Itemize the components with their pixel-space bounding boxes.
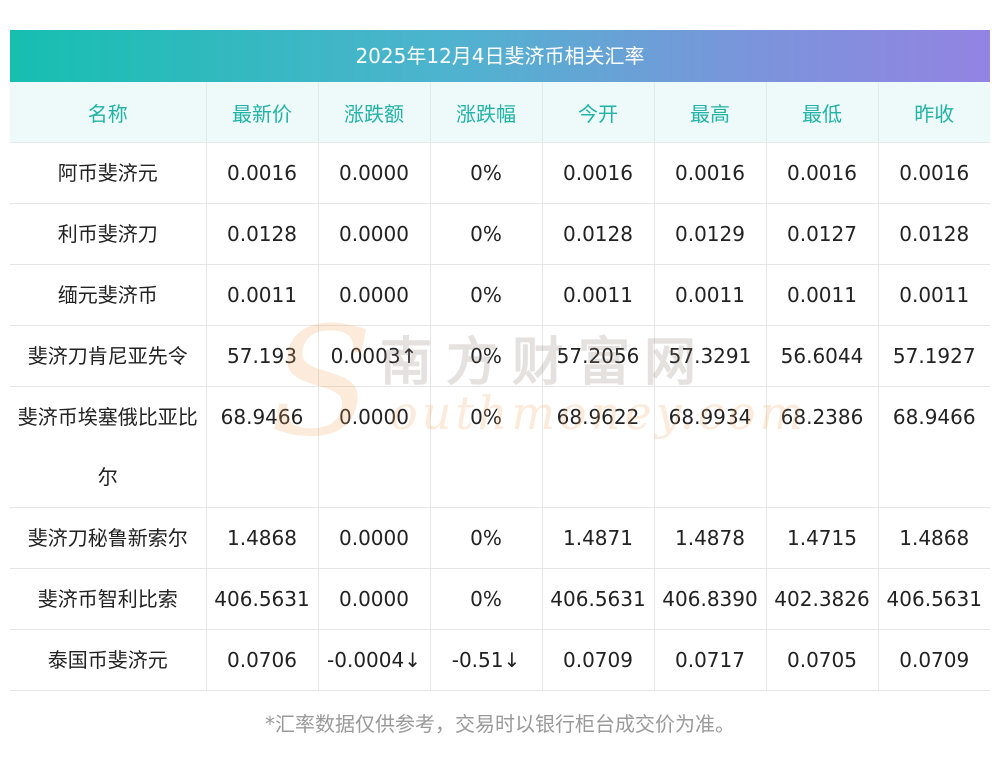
cell-change: 0.0000: [318, 203, 431, 265]
cell-open: 0.0016: [542, 142, 655, 204]
cell-high: 0.0011: [654, 264, 767, 326]
column-header-latest: 最新价: [206, 82, 319, 143]
cell-open: 406.5631: [542, 568, 655, 630]
cell-open: 1.4871: [542, 507, 655, 569]
cell-change-pct: 0%: [430, 264, 543, 326]
cell-open: 68.9622: [542, 386, 655, 508]
table-row: 斐济刀秘鲁新索尔 1.4868 0.0000 0% 1.4871 1.4878 …: [10, 507, 990, 569]
cell-change: 0.0000: [318, 386, 431, 508]
column-header-prev-close: 昨收: [878, 82, 990, 143]
column-header-low: 最低: [766, 82, 879, 143]
column-header-change: 涨跌额: [318, 82, 431, 143]
cell-high: 57.3291: [654, 325, 767, 387]
table-row: 缅元斐济币 0.0011 0.0000 0% 0.0011 0.0011 0.0…: [10, 264, 990, 326]
cell-low: 0.0705: [766, 629, 879, 691]
table-row: 斐济币智利比索 406.5631 0.0000 0% 406.5631 406.…: [10, 568, 990, 630]
cell-change: 0.0000: [318, 568, 431, 630]
cell-change: 0.0003↑: [318, 325, 431, 387]
table-row: 利币斐济刀 0.0128 0.0000 0% 0.0128 0.0129 0.0…: [10, 203, 990, 265]
cell-change: 0.0000: [318, 142, 431, 204]
cell-prev-close: 1.4868: [878, 507, 990, 569]
table-title: 2025年12月4日斐济币相关汇率: [10, 30, 990, 82]
cell-prev-close: 68.9466: [878, 386, 990, 508]
cell-prev-close: 0.0128: [878, 203, 990, 265]
cell-change-pct: 0%: [430, 142, 543, 204]
table-header-row: 名称 最新价 涨跌额 涨跌幅 今开 最高 最低 昨收: [10, 82, 990, 143]
cell-change: 0.0000: [318, 264, 431, 326]
cell-open: 0.0011: [542, 264, 655, 326]
cell-open: 57.2056: [542, 325, 655, 387]
table-row: 斐济刀肯尼亚先令 57.193 0.0003↑ 0% 57.2056 57.32…: [10, 325, 990, 387]
cell-open: 0.0128: [542, 203, 655, 265]
cell-change-pct: 0%: [430, 507, 543, 569]
column-header-open: 今开: [542, 82, 655, 143]
cell-latest: 1.4868: [206, 507, 319, 569]
cell-latest: 0.0128: [206, 203, 319, 265]
exchange-rate-table: 名称 最新价 涨跌额 涨跌幅 今开 最高 最低 昨收 阿币斐济元 0.0016 …: [10, 82, 990, 691]
cell-change: -0.0004↓: [318, 629, 431, 691]
cell-high: 68.9934: [654, 386, 767, 508]
cell-latest: 406.5631: [206, 568, 319, 630]
cell-name: 斐济刀肯尼亚先令: [10, 325, 207, 387]
cell-high: 0.0016: [654, 142, 767, 204]
cell-prev-close: 0.0011: [878, 264, 990, 326]
cell-change-pct: 0%: [430, 568, 543, 630]
cell-low: 56.6044: [766, 325, 879, 387]
cell-low: 402.3826: [766, 568, 879, 630]
cell-name: 利币斐济刀: [10, 203, 207, 265]
column-header-high: 最高: [654, 82, 767, 143]
cell-low: 68.2386: [766, 386, 879, 508]
cell-name: 阿币斐济元: [10, 142, 207, 204]
cell-high: 1.4878: [654, 507, 767, 569]
cell-name: 斐济币埃塞俄比亚比尔: [10, 386, 207, 508]
cell-low: 1.4715: [766, 507, 879, 569]
cell-name: 斐济刀秘鲁新索尔: [10, 507, 207, 569]
cell-prev-close: 0.0016: [878, 142, 990, 204]
column-header-change-pct: 涨跌幅: [430, 82, 543, 143]
cell-latest: 0.0011: [206, 264, 319, 326]
table-row: 泰国币斐济元 0.0706 -0.0004↓ -0.51↓ 0.0709 0.0…: [10, 629, 990, 691]
cell-name: 泰国币斐济元: [10, 629, 207, 691]
cell-change-pct: -0.51↓: [430, 629, 543, 691]
column-header-name: 名称: [10, 82, 207, 143]
cell-latest: 68.9466: [206, 386, 319, 508]
cell-prev-close: 57.1927: [878, 325, 990, 387]
cell-high: 406.8390: [654, 568, 767, 630]
cell-change-pct: 0%: [430, 203, 543, 265]
cell-low: 0.0016: [766, 142, 879, 204]
disclaimer-footnote: *汇率数据仅供参考，交易时以银行柜台成交价为准。: [265, 712, 735, 736]
table-row: 斐济币埃塞俄比亚比尔 68.9466 0.0000 0% 68.9622 68.…: [10, 386, 990, 508]
cell-prev-close: 406.5631: [878, 568, 990, 630]
cell-high: 0.0129: [654, 203, 767, 265]
cell-name: 斐济币智利比索: [10, 568, 207, 630]
cell-low: 0.0011: [766, 264, 879, 326]
cell-name: 缅元斐济币: [10, 264, 207, 326]
cell-high: 0.0717: [654, 629, 767, 691]
cell-prev-close: 0.0709: [878, 629, 990, 691]
cell-latest: 0.0016: [206, 142, 319, 204]
cell-low: 0.0127: [766, 203, 879, 265]
cell-change-pct: 0%: [430, 325, 543, 387]
cell-open: 0.0709: [542, 629, 655, 691]
cell-change-pct: 0%: [430, 386, 543, 508]
table-row: 阿币斐济元 0.0016 0.0000 0% 0.0016 0.0016 0.0…: [10, 142, 990, 204]
cell-latest: 57.193: [206, 325, 319, 387]
cell-change: 0.0000: [318, 507, 431, 569]
cell-latest: 0.0706: [206, 629, 319, 691]
